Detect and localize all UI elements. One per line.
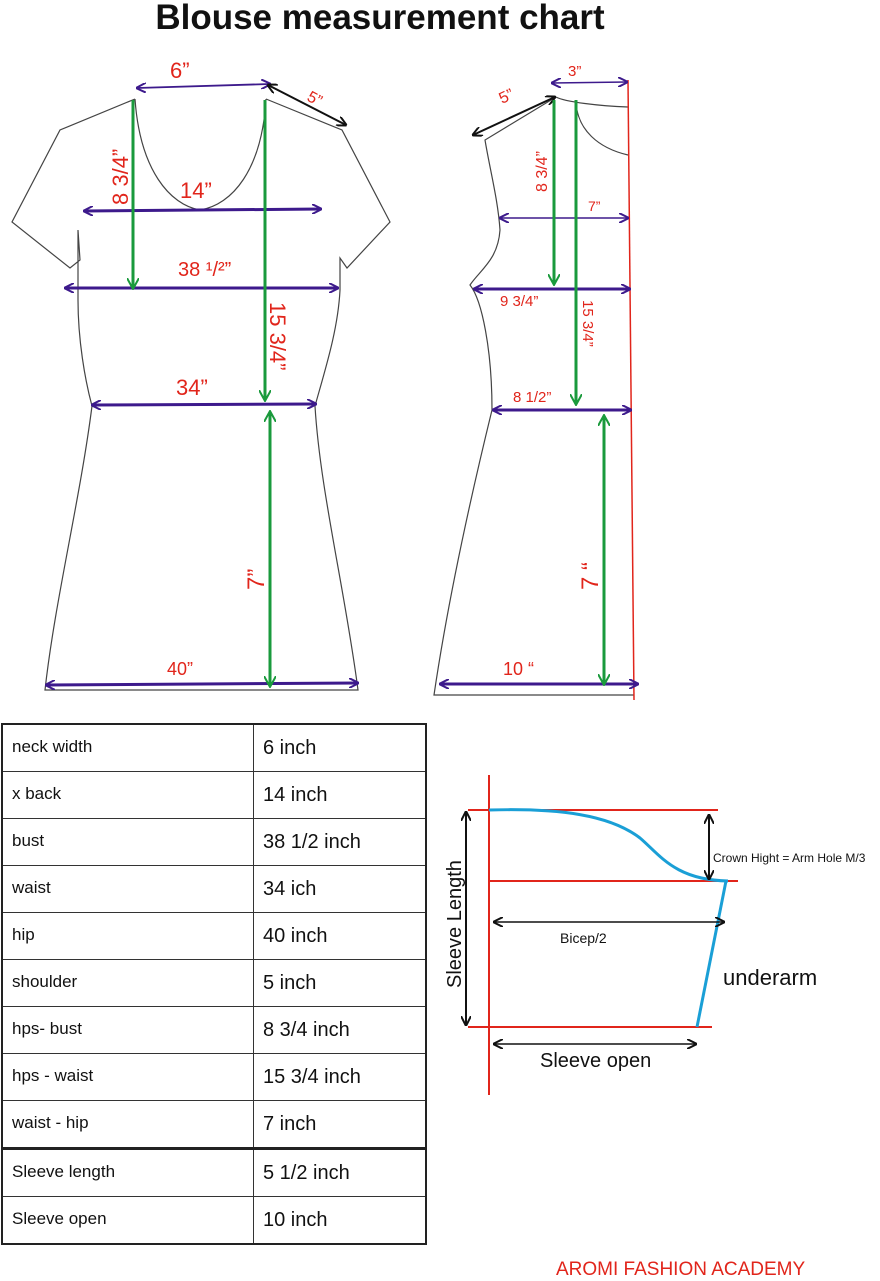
front-bust-label: 38 ¹/²” bbox=[178, 259, 231, 281]
sleeve-crown-curve bbox=[488, 808, 729, 883]
back-waist-label: 8 1/2” bbox=[513, 389, 551, 406]
front-neck-width-label: 6” bbox=[170, 58, 190, 83]
back-bust-label: 9 3/4” bbox=[500, 293, 538, 310]
measurement-name: hip bbox=[1, 912, 254, 960]
back-shoulder-label: 5” bbox=[497, 86, 517, 107]
back-xback-label: 7” bbox=[588, 198, 601, 214]
sleeve-underarm-seam bbox=[695, 880, 728, 1028]
measurement-name: bust bbox=[1, 818, 254, 866]
back-hps-bust-label: 8 3/4” bbox=[534, 151, 551, 192]
table-row: bust 38 1/2 inch bbox=[1, 818, 427, 866]
measurement-name: neck width bbox=[1, 723, 254, 772]
sleeve-bicep-label: Bicep/2 bbox=[560, 930, 607, 946]
front-xback-line bbox=[84, 209, 321, 211]
front-neck-width-line bbox=[137, 84, 270, 88]
measurement-value: 14 inch bbox=[253, 771, 427, 819]
back-neckline bbox=[555, 96, 629, 108]
measurement-value: 38 1/2 inch bbox=[253, 818, 427, 866]
table-row: hps- bust 8 3/4 inch bbox=[1, 1006, 427, 1054]
back-hip-label: 10 “ bbox=[503, 659, 534, 679]
front-waist-line bbox=[92, 404, 316, 405]
table-row: neck width 6 inch bbox=[1, 723, 427, 772]
table-row: hps - waist 15 3/4 inch bbox=[1, 1053, 427, 1101]
table-row: waist - hip 7 inch bbox=[1, 1100, 427, 1149]
table-row: Sleeve open 10 inch bbox=[1, 1196, 427, 1245]
front-hip-line bbox=[46, 683, 358, 685]
measurement-name: hps - waist bbox=[1, 1053, 254, 1101]
back-hps-waist-label: 15 3/4” bbox=[579, 300, 596, 347]
measurement-table: neck width 6 inch x back 14 inch bust 38 1/2 … bbox=[1, 723, 427, 1245]
front-shoulder-line bbox=[268, 85, 346, 125]
back-waist-hip-label: 7 “ bbox=[577, 562, 604, 590]
measurement-name: waist - hip bbox=[1, 1100, 254, 1149]
table-row: shoulder 5 inch bbox=[1, 959, 427, 1007]
table-row: Sleeve length 5 1/2 inch bbox=[1, 1147, 427, 1197]
sleeve-open-label: Sleeve open bbox=[540, 1050, 651, 1072]
measurement-value: 7 inch bbox=[253, 1100, 427, 1149]
front-hps-waist-label: 15 3/4” bbox=[265, 302, 290, 371]
measurement-value: 5 inch bbox=[253, 959, 427, 1007]
sleeve-length-label: Sleeve Length bbox=[444, 860, 466, 988]
table-row: waist 34 ich bbox=[1, 865, 427, 913]
footer-brand: AROMI FASHION ACADEMY bbox=[556, 1259, 806, 1280]
measurement-name: Sleeve length bbox=[1, 1147, 254, 1197]
back-shoulder-line bbox=[473, 97, 555, 135]
table-row: hip 40 inch bbox=[1, 912, 427, 960]
measurement-name: shoulder bbox=[1, 959, 254, 1007]
front-shoulder-label: 5” bbox=[304, 89, 325, 111]
sleeve-underarm-label: underarm bbox=[723, 965, 817, 990]
measurement-name: hps- bust bbox=[1, 1006, 254, 1054]
measurement-value: 34 ich bbox=[253, 865, 427, 913]
measurement-name: Sleeve open bbox=[1, 1196, 254, 1245]
measurement-value: 40 inch bbox=[253, 912, 427, 960]
front-waist-hip-label: 7” bbox=[243, 569, 270, 590]
front-waist-label: 34” bbox=[176, 375, 208, 400]
back-center-line bbox=[627, 79, 635, 701]
measurement-name: x back bbox=[1, 771, 254, 819]
measurement-value: 15 3/4 inch bbox=[253, 1053, 427, 1101]
measurement-name: waist bbox=[1, 865, 254, 913]
back-neck-label: 3” bbox=[568, 63, 581, 80]
front-xback-label: 14” bbox=[180, 178, 212, 203]
table-row: x back 14 inch bbox=[1, 771, 427, 819]
page-title: Blouse measurement chart bbox=[155, 0, 605, 37]
back-collar-curve bbox=[575, 102, 629, 156]
front-hps-bust-label: 8 3/4” bbox=[108, 149, 133, 205]
measurement-value: 6 inch bbox=[253, 723, 427, 772]
measurement-value: 8 3/4 inch bbox=[253, 1006, 427, 1054]
back-bodice-outline bbox=[433, 96, 634, 696]
measurement-value: 5 1/2 inch bbox=[253, 1147, 427, 1197]
front-hip-label: 40” bbox=[167, 659, 193, 679]
sleeve-draft bbox=[466, 775, 738, 1095]
measurement-value: 10 inch bbox=[253, 1196, 427, 1245]
sleeve-crown-label: Crown Hight = Arm Hole M/3 bbox=[713, 851, 866, 865]
back-neck-line bbox=[552, 82, 627, 83]
